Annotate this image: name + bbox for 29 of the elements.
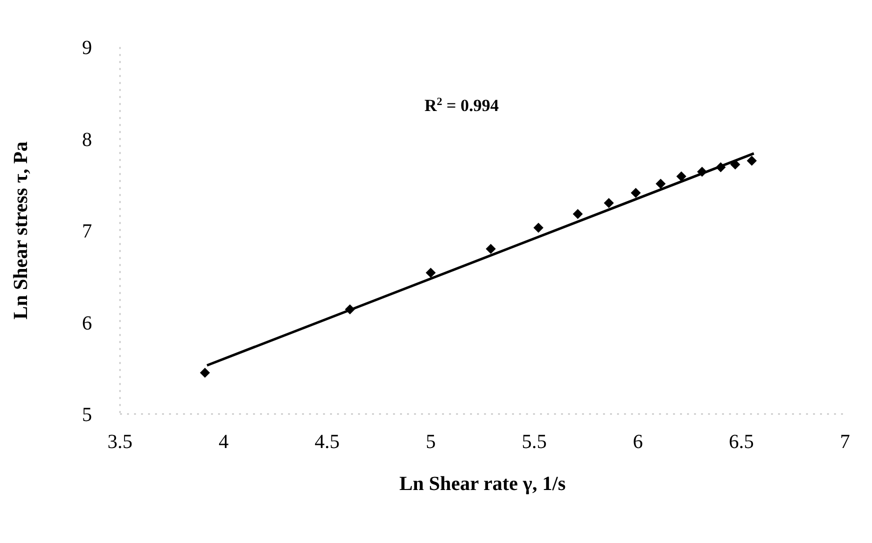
y-axis-title: Ln Shear stress τ, Pa xyxy=(10,142,32,320)
point xyxy=(344,304,355,314)
point xyxy=(572,208,583,219)
x-tick-label: 7 xyxy=(840,431,850,454)
point xyxy=(656,178,666,189)
point xyxy=(716,162,726,172)
x-axis-title: Ln Shear rate γ, 1/s xyxy=(399,473,566,496)
point xyxy=(486,244,496,254)
y-tick-label: 8 xyxy=(82,128,92,151)
x-tick-label: 4.5 xyxy=(314,431,340,454)
x-tick-label: 4 xyxy=(218,431,229,454)
x-tick-label: 6.5 xyxy=(728,431,754,454)
point xyxy=(604,198,614,208)
y-tick-label: 9 xyxy=(82,37,92,60)
point xyxy=(533,222,544,233)
x-tick-label: 5.5 xyxy=(522,431,547,454)
annotation: R$^{2}$ = 0.994 xyxy=(424,96,500,116)
point xyxy=(426,268,436,278)
y-tick-label: 6 xyxy=(82,312,92,334)
x-tick-label: 3.5 xyxy=(108,431,132,454)
y-tick-label: 5 xyxy=(82,404,92,426)
point xyxy=(630,188,641,198)
point xyxy=(697,166,708,177)
point xyxy=(746,156,757,166)
x-tick-label: 6 xyxy=(632,431,643,454)
x-tick-label: 5 xyxy=(426,431,436,454)
y-tick-label: 7 xyxy=(82,220,92,243)
point xyxy=(200,368,210,378)
point xyxy=(676,171,686,182)
